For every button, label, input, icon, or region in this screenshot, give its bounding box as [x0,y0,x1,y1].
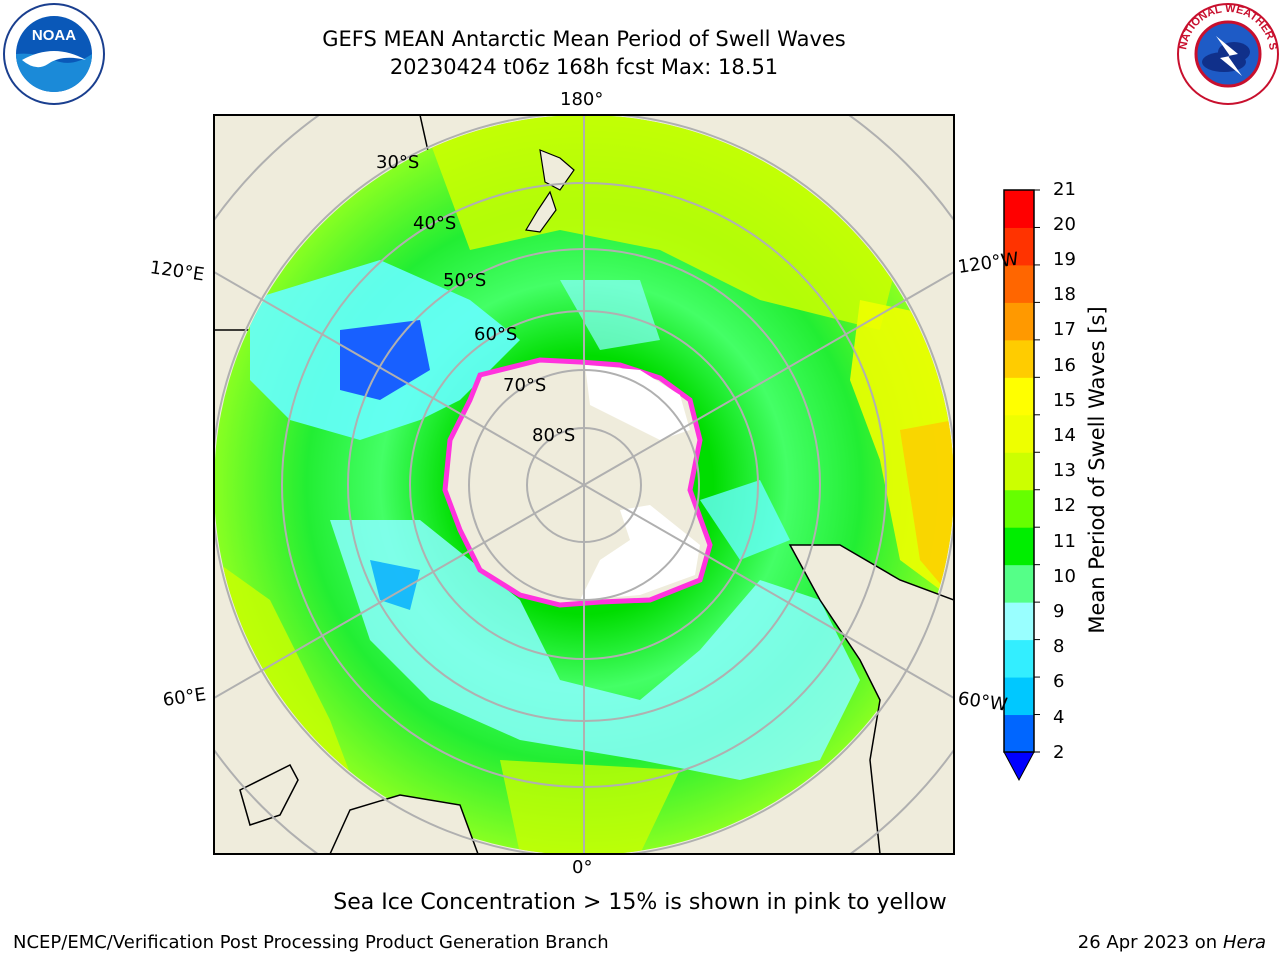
colorbar-segment [1004,414,1034,453]
colorbar-segment [1004,377,1034,416]
lat-label-40s: 40°S [413,213,457,234]
colorbar [1003,189,1040,782]
colorbar-segment [1004,602,1034,641]
south-america-land [788,544,954,854]
colorbar-tick: 17 [1053,319,1076,340]
new-zealand-north [539,149,575,191]
colorbar-segment [1004,527,1034,566]
colorbar-label: Mean Period of Swell Waves [s] [1085,306,1109,634]
weddell-ice-shelf [580,505,700,600]
colorbar-tick: 18 [1053,284,1076,305]
map-frame [213,114,955,855]
colorbar-segment [1004,714,1034,753]
lat-label-30s: 30°S [376,152,420,173]
nws-logo: NATIONAL WEATHER SERVICE [1176,2,1279,105]
lat-label-80s: 80°S [532,425,576,446]
colorbar-tick: 2 [1053,742,1065,763]
colorbar-tick: 10 [1053,566,1076,587]
colorbar-tick: 8 [1053,636,1065,657]
lat-label-50s: 50°S [443,270,487,291]
colorbar-tick: 4 [1053,707,1065,728]
sea-ice-note: Sea Ice Concentration > 15% is shown in … [333,890,947,915]
new-zealand-south [525,190,557,233]
svg-text:NOAA: NOAA [32,27,76,44]
colorbar-segment [1004,339,1034,378]
ross-ice-shelf [585,365,690,440]
footer-date: 26 Apr 2023 on Hera [1078,932,1266,953]
colorbar-segment [1004,190,1034,228]
lon-label-0: 0° [572,857,593,878]
colorbar-tick: 11 [1053,531,1076,552]
lon-label-180: 180° [560,89,604,110]
colorbar-tick: 19 [1053,249,1076,270]
noaa-logo: NOAA [3,3,105,105]
colorbar-segment [1004,489,1034,528]
colorbar-segment [1004,639,1034,678]
lat-label-60s: 60°S [474,324,518,345]
colorbar-tick: 6 [1053,671,1065,692]
colorbar-tick: 20 [1053,214,1076,235]
colorbar-segment [1004,452,1034,491]
footer-credit: NCEP/EMC/Verification Post Processing Pr… [13,932,609,953]
colorbar-segment [1004,677,1034,716]
map-title: GEFS MEAN Antarctic Mean Period of Swell… [322,27,846,51]
graticule [214,115,954,854]
colorbar-tick: 13 [1053,460,1076,481]
map-subtitle: 20230424 t06z 168h fcst Max: 18.51 [389,55,779,79]
colorbar-tick: 14 [1053,425,1076,446]
colorbar-segment [1004,564,1034,603]
madagascar-land [239,764,299,826]
colorbar-frame [1003,189,1035,753]
footer-date-text: 26 Apr 2023 on [1077,932,1223,953]
colorbar-tick: 16 [1053,355,1076,376]
colorbar-segment [1004,264,1034,303]
colorbar-under-arrow [1003,751,1035,782]
lat-label-70s: 70°S [503,375,547,396]
footer-host: Hera [1222,932,1266,953]
colorbar-tick: 21 [1053,179,1076,200]
colorbar-tick: 12 [1053,495,1076,516]
colorbar-segment [1004,227,1034,266]
africa-land [329,794,479,854]
map-frame-content [214,115,954,854]
colorbar-segment [1004,302,1034,341]
colorbar-tick: 9 [1053,601,1065,622]
colorbar-tick: 15 [1053,390,1076,411]
